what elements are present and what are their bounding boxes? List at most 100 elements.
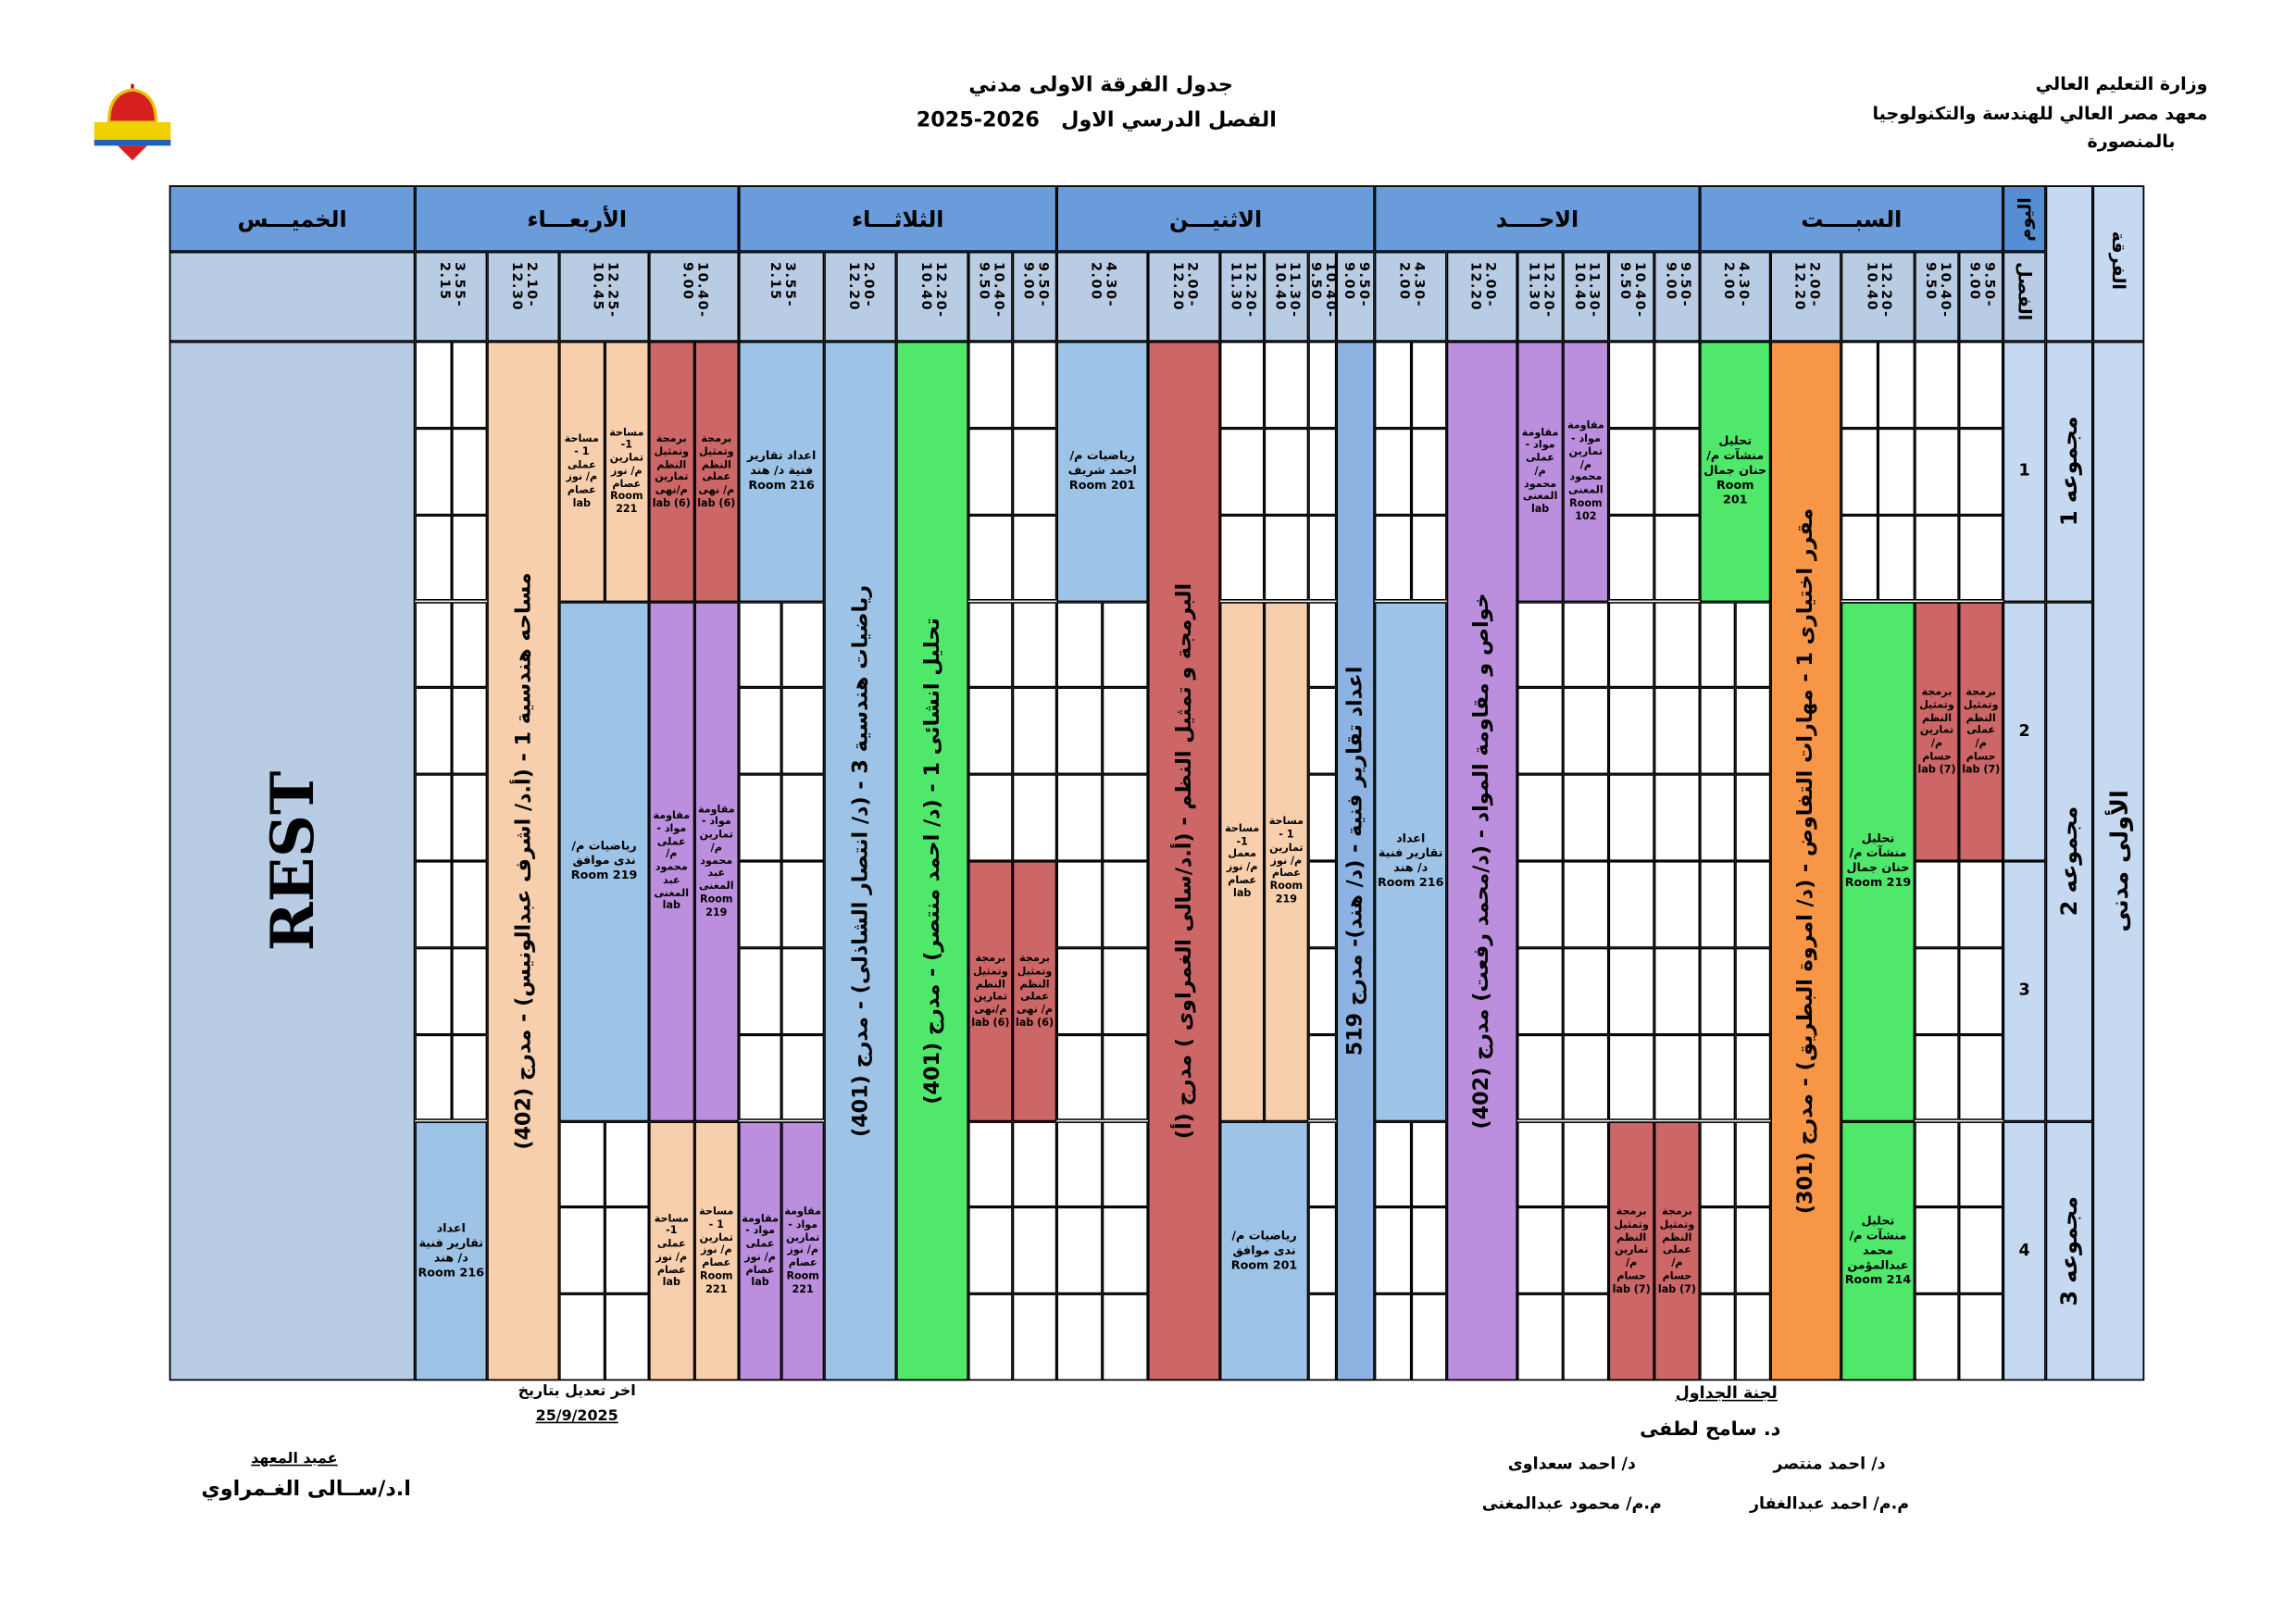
empty-cell: [1308, 687, 1337, 775]
empty-cell: [1735, 1120, 1771, 1208]
session-block[interactable]: مقاومة مواد - تمارين م/ نوز عصام Room 22…: [781, 1120, 825, 1381]
empty-cell: [1102, 601, 1148, 688]
session-block[interactable]: تحليل منشآت م/محمد عبدالمؤمن Room 214: [1841, 1120, 1915, 1381]
time-slot-label: 4.30-2.00: [1395, 261, 1426, 308]
empty-cell: [1608, 947, 1654, 1035]
session-block[interactable]: مساحة 1- معمل م/ نوز عصام lab: [1219, 601, 1265, 1121]
session-block[interactable]: خواص و مقاومة المواد - (د/محمد رفعت) مدر…: [1446, 341, 1517, 1381]
session-block[interactable]: البرمجة و تمثيل النظم - (أ.د/سالى الغمرا…: [1147, 341, 1220, 1381]
empty-cell: [1735, 1034, 1771, 1121]
academic-year: 2026-2025: [916, 108, 1040, 133]
session-label: مساحة 1- معمل م/ نوز عصام lab: [1225, 822, 1260, 899]
empty-cell: [739, 947, 782, 1035]
empty-cell: [1700, 1120, 1736, 1208]
time-slot-header: 11.30-10.40: [1563, 251, 1609, 342]
time-slot-label: 11.30-10.40: [1571, 261, 1601, 319]
empty-cell: [1915, 428, 1959, 515]
empty-cell: [1563, 1293, 1609, 1381]
empty-cell: [781, 1034, 825, 1121]
empty-cell: [1516, 1207, 1564, 1294]
empty-cell: [1102, 1034, 1148, 1121]
empty-cell: [1653, 341, 1701, 429]
session-block[interactable]: تحليل انشائى 1 - (د/ احمد منتصر) - مدرج …: [896, 341, 969, 1381]
session-block[interactable]: برمجة وتمثيل النظم تمارين م/ حسام lab (7…: [1915, 601, 1959, 861]
empty-cell: [451, 947, 488, 1035]
empty-cell: [1563, 687, 1609, 775]
empty-cell: [1516, 1034, 1564, 1121]
session-block[interactable]: مساحة 1- عملى م/ نوز عصام lab: [649, 1120, 694, 1381]
time-slot-label: 2.10-12.30: [508, 261, 539, 312]
empty-cell: [1219, 514, 1265, 602]
session-label: رياضيات م/ ندى موافق Room 201: [1230, 1229, 1298, 1272]
empty-cell: [1012, 1120, 1057, 1208]
session-block[interactable]: مساحة 1- تمارين م/ نوز عصام Room 221: [604, 341, 650, 602]
session-block[interactable]: برمجة وتمثيل النظم تمارين م/نهى lab (6): [968, 860, 1013, 1121]
empty-cell: [1516, 1293, 1564, 1381]
empty-cell: [415, 341, 452, 429]
time-slot-header: 9.50-9.00: [1336, 251, 1375, 342]
empty-cell: [1516, 687, 1564, 775]
empty-cell: [968, 601, 1013, 688]
time-slot-header: 12.20-10.40: [896, 251, 969, 342]
time-slot-label: 11.30-10.40: [1271, 261, 1302, 319]
empty-cell: [968, 774, 1013, 861]
session-block[interactable]: اعداد تقارير فنية د/ هند Room 216: [1374, 601, 1447, 1121]
level-header-cell: الفرقة: [2092, 185, 2145, 342]
session-block[interactable]: مساحه هندسية 1 - (أ.د/ اشرف عبدالونيس) -…: [487, 341, 560, 1381]
day-name: الخميـــس: [237, 205, 347, 232]
day-header-tue: الثلاثـــاء: [739, 185, 1057, 252]
session-block[interactable]: اعداد تقارير فنية - (د/ هند)- مدرج 519: [1336, 341, 1375, 1381]
session-block[interactable]: رياضيات م/ احمد شريف Room 201: [1056, 341, 1148, 602]
session-block[interactable]: مقاومة مواد - عملى م/ محمود عبد المغنى l…: [649, 601, 694, 1121]
empty-cell: [1878, 428, 1915, 515]
session-block[interactable]: رياضيات هندسية 3 - (د/ انتصار الشاذلى) -…: [824, 341, 897, 1381]
time-slot-label: 4.30-2.00: [1720, 261, 1751, 308]
session-block[interactable]: مساحة 1 - عملى م/ نوز عصام lab: [559, 341, 605, 602]
empty-cell: [1516, 947, 1564, 1035]
session-block[interactable]: برمجة وتمثيل النظم عملى م/ نهى lab (6): [1012, 860, 1057, 1121]
empty-cell: [1958, 860, 2003, 948]
session-block[interactable]: مقاومة مواد - عملى م/ محمود المغنى lab: [1516, 341, 1564, 602]
section-cell: 4: [2003, 1120, 2046, 1381]
time-slot-label: 2.00-12.20: [1466, 261, 1497, 312]
session-block[interactable]: اعداد تقارير فنية د/ هند Room 216: [739, 341, 825, 602]
empty-cell: [1056, 947, 1103, 1035]
session-block[interactable]: رياضيات م/ ندى موافق Room 219: [559, 601, 650, 1121]
session-block[interactable]: برمجة وتمثيل النظم عملى م/ حسام lab (7): [1653, 1120, 1701, 1381]
session-block[interactable]: رياضيات م/ ندى موافق Room 201: [1219, 1120, 1309, 1381]
session-block[interactable]: اعداد تقارير فنية د/ هند Room 216: [415, 1120, 488, 1381]
empty-cell: [1516, 1120, 1564, 1208]
session-block[interactable]: برمجة وتمثيل النظم تمارين م/ حسام lab (7…: [1608, 1120, 1654, 1381]
empty-cell: [1410, 1120, 1447, 1208]
session-block[interactable]: برمجة وتمثيل النظم تمارين م/نهى lab (6): [649, 341, 694, 602]
session-block[interactable]: مساحة 1 - تمارين م/ نوز عصام Room 219: [1264, 601, 1309, 1121]
session-block[interactable]: مقاومة مواد - عملى م/ نوز عصام lab: [739, 1120, 782, 1381]
session-label: مقاومة مواد - تمارين م/ محمود عبد المغنى…: [697, 803, 735, 918]
level-value: الأولى مدنى: [2104, 790, 2133, 932]
empty-cell: [1608, 1034, 1654, 1121]
session-block[interactable]: برمجة وتمثيل النظم عملى م/حسام lab (7): [1958, 601, 2003, 861]
empty-cell: [1563, 601, 1609, 688]
session-block[interactable]: مقرر اختيارى 1 - مهارات التفاوض - (د/ ام…: [1770, 341, 1841, 1381]
session-block[interactable]: مقاومة مواد - تمارين م/ محمود المغنى Roo…: [1563, 341, 1609, 602]
empty-cell: [451, 428, 488, 515]
session-block[interactable]: تحليل منشآت م/حنان جمال Room 219: [1841, 601, 1915, 1121]
time-slot-label: 9.50-9.00: [1019, 261, 1050, 308]
session-block[interactable]: برمجة وتمثيل النظم عملى م/ نهى lab (6): [693, 341, 740, 602]
empty-cell: [559, 1293, 605, 1381]
session-label: برمجة وتمثيل النظم عملى م/ نهى lab (6): [697, 432, 736, 509]
time-slot-header: 10.40-9.50: [1307, 251, 1337, 342]
empty-cell: [1219, 341, 1265, 429]
committee-member: م.م/ احمد عبدالغفار: [1749, 1493, 1910, 1514]
group-label: مجموعه 2: [2055, 806, 2083, 917]
empty-cell: [1653, 601, 1701, 688]
session-block[interactable]: تحليل منشآت م/حنان جمال Room 201: [1700, 341, 1771, 602]
ministry-name: وزارة التعليم العالي: [2035, 73, 2208, 94]
empty-cell: [1915, 860, 1959, 948]
empty-cell: [1102, 860, 1148, 948]
section-number: 4: [2018, 1240, 2030, 1260]
committee-member: د/ احمد منتصر: [1773, 1454, 1886, 1474]
session-block[interactable]: مقاومة مواد - تمارين م/ محمود عبد المغنى…: [693, 601, 740, 1121]
session-block[interactable]: مساحة 1 - تمارين م/ نوز عصام Room 221: [693, 1120, 740, 1381]
